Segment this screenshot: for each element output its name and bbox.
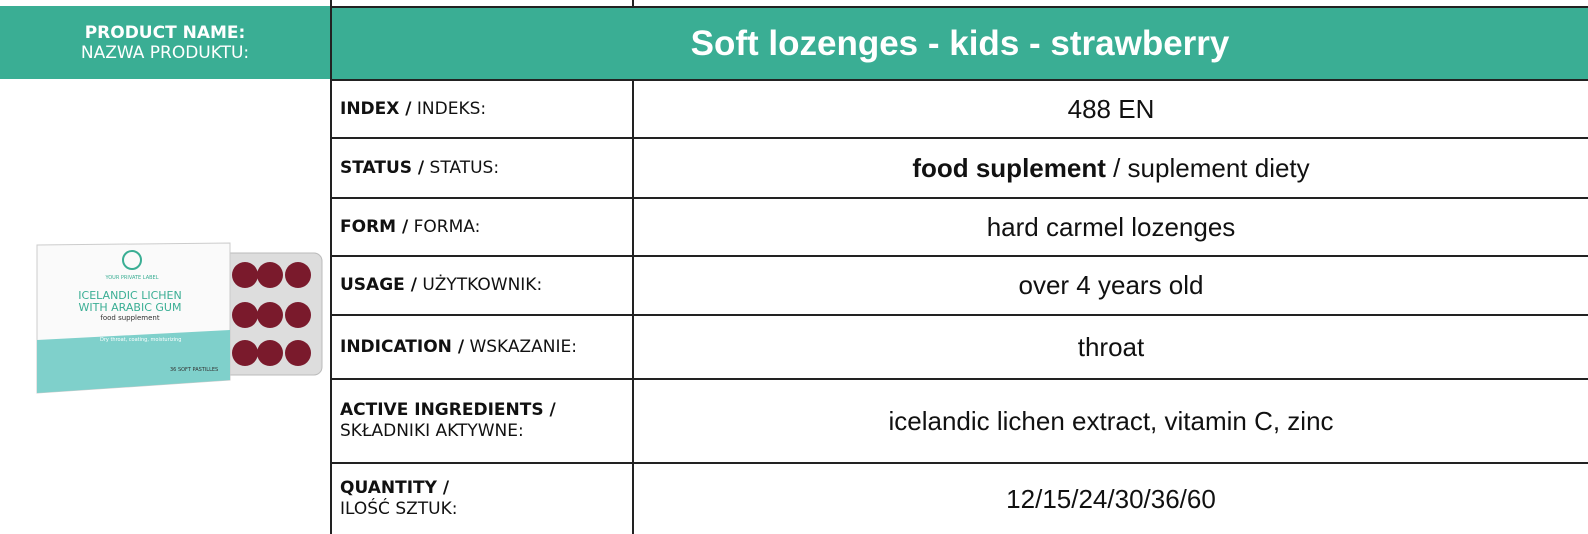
label-bold: FORM / — [340, 217, 408, 237]
label-bold: ACTIVE INGREDIENTS / — [340, 400, 632, 421]
label: WSKAZANIE: — [469, 337, 577, 357]
row-label: QUANTITY /ILOŚĆ SZTUK: — [330, 462, 632, 534]
brand: YOUR PRIVATE LABEL — [104, 275, 158, 281]
label-bold: STATUS / — [340, 158, 424, 178]
value: / suplement diety — [1113, 153, 1310, 184]
row-value: over 4 years old — [632, 255, 1588, 314]
row-label: INDEX / INDEKS: — [330, 79, 632, 137]
row-label: INDICATION / WSKAZANIE: — [330, 314, 632, 378]
label-bold: INDEX / — [340, 99, 412, 119]
row-value: hard carmel lozenges — [632, 197, 1588, 255]
row-value: food suplement / suplement diety — [632, 137, 1588, 197]
label-bold: USAGE / — [340, 275, 417, 295]
row-label: FORM / FORMA: — [330, 197, 632, 255]
label: NAZWA PRODUKTU: — [0, 43, 330, 63]
label: STATUS: — [430, 158, 500, 178]
row-label: STATUS / STATUS: — [330, 137, 632, 197]
row-value: throat — [632, 314, 1588, 378]
page: PRODUCT NAME:NAZWA PRODUKTU: Soft lozeng… — [0, 0, 1588, 534]
name: WITH ARABIC GUM — [79, 301, 182, 314]
subtitle: food supplement — [100, 314, 159, 322]
product-image: YOUR PRIVATE LABEL ICELANDIC LICHEN WITH… — [30, 235, 330, 405]
label: ILOŚĆ SZTUK: — [340, 499, 632, 520]
count: 36 SOFT PASTILLES — [170, 367, 218, 373]
label: UŻYTKOWNIK: — [422, 275, 542, 295]
row-value: 488 EN — [632, 79, 1588, 137]
label: SKŁADNIKI AKTYWNE: — [340, 421, 632, 442]
header-label: PRODUCT NAME:NAZWA PRODUKTU: — [0, 6, 330, 79]
label-bold: QUANTITY / — [340, 478, 632, 499]
row-label: USAGE / UŻYTKOWNIK: — [330, 255, 632, 314]
label-bold: INDICATION / — [340, 337, 464, 357]
row-value: 12/15/24/30/36/60 — [632, 462, 1588, 534]
product-title: Soft lozenges - kids - strawberry — [330, 6, 1588, 79]
label-bold: PRODUCT NAME: — [0, 23, 330, 43]
label: INDEKS: — [417, 99, 486, 119]
value-bold: food suplement — [912, 153, 1106, 184]
row-label: ACTIVE INGREDIENTS /SKŁADNIKI AKTYWNE: — [330, 378, 632, 462]
claim: Dry throat, coating, moisturizing — [100, 337, 181, 343]
label: FORMA: — [414, 217, 481, 237]
row-value: icelandic lichen extract, vitamin C, zin… — [632, 378, 1588, 462]
